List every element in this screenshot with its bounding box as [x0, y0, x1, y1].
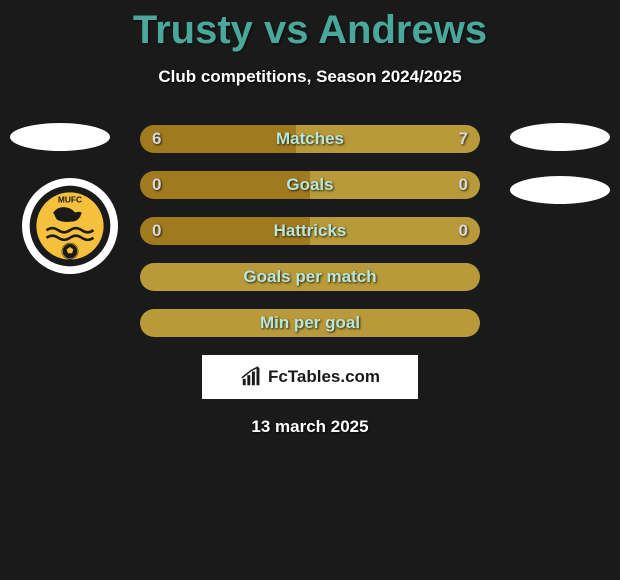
stat-bar-matches: 6 Matches 7 [140, 125, 480, 153]
stat-right-value: 7 [459, 129, 468, 149]
comparison-infographic: Trusty vs Andrews Club competitions, Sea… [0, 0, 620, 580]
left-player-ellipse [10, 123, 110, 151]
right-player-ellipse-1 [510, 123, 610, 151]
svg-text:MUFC: MUFC [58, 194, 82, 204]
stat-label: Hattricks [140, 221, 480, 241]
stat-bar-goals-per-match: Goals per match [140, 263, 480, 291]
stat-bar-goals: 0 Goals 0 [140, 171, 480, 199]
stat-right-value: 0 [459, 221, 468, 241]
shield-icon: MUFC [28, 184, 112, 268]
stat-label: Min per goal [140, 313, 480, 333]
page-title: Trusty vs Andrews [133, 8, 487, 53]
stat-bar-list: 6 Matches 7 0 Goals 0 0 Hattricks 0 Goal… [140, 125, 480, 337]
stat-label: Goals per match [140, 267, 480, 287]
brand-box: FcTables.com [202, 355, 418, 399]
stat-bar-hattricks: 0 Hattricks 0 [140, 217, 480, 245]
stat-label: Matches [140, 129, 480, 149]
date-text: 13 march 2025 [251, 417, 368, 437]
stat-bar-min-per-goal: Min per goal [140, 309, 480, 337]
right-player-ellipse-2 [510, 176, 610, 204]
left-club-badge: MUFC [22, 178, 118, 274]
brand-text: FcTables.com [268, 367, 380, 387]
stat-right-value: 0 [459, 175, 468, 195]
chart-bar-icon [240, 366, 262, 388]
stat-label: Goals [140, 175, 480, 195]
page-subtitle: Club competitions, Season 2024/2025 [158, 67, 461, 87]
